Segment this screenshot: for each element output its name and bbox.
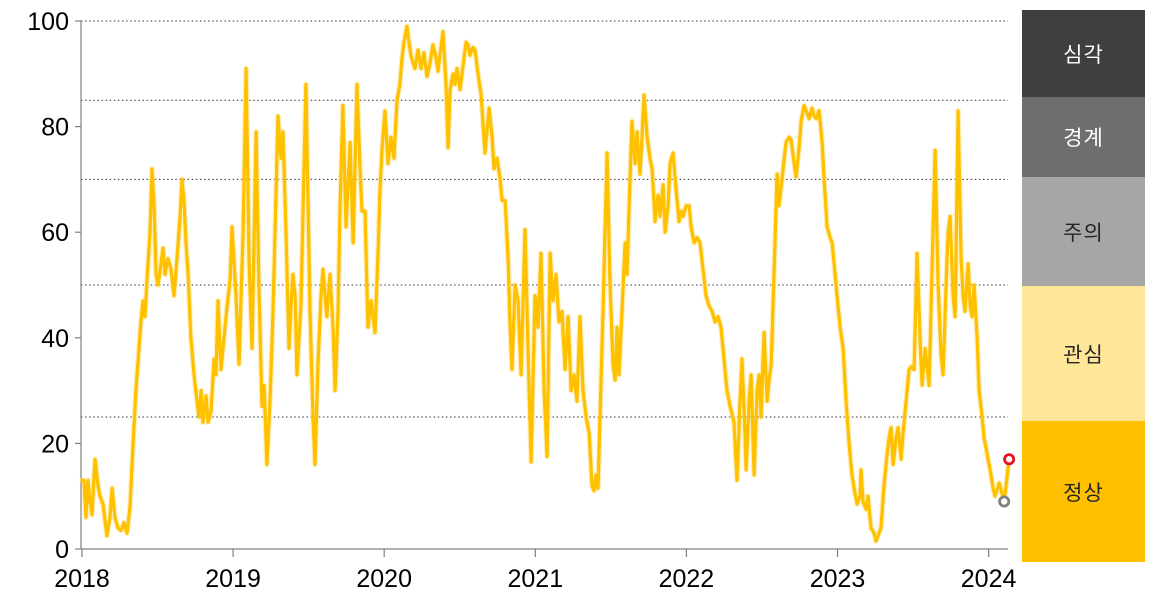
legend-band-label: 경계 (1063, 127, 1104, 150)
legend-band-gwansim: 관심 (1022, 286, 1145, 421)
index-line-halo (79, 23, 1012, 544)
previous-value-marker (998, 495, 1011, 508)
y-tick-label-20: 20 (41, 430, 69, 458)
y-tick-label-100: 100 (27, 8, 69, 36)
x-tick-label-2019: 2019 (205, 565, 261, 593)
latest-value-marker (1003, 453, 1016, 466)
x-tick-label-2024: 2024 (961, 565, 1017, 593)
y-tick-label-40: 40 (41, 325, 69, 353)
index-line (80, 24, 1011, 543)
x-tick-label-2023: 2023 (810, 565, 866, 593)
legend-band-label: 정상 (1063, 481, 1104, 505)
y-tick-label-80: 80 (41, 114, 69, 142)
y-tick-label-0: 0 (55, 536, 69, 564)
legend-band-label: 주의 (1063, 221, 1104, 245)
legend-band-gyeonggye: 경계 (1022, 97, 1145, 177)
x-tick-label-2022: 2022 (659, 565, 715, 593)
legend-band-label: 심각 (1063, 43, 1104, 67)
y-tick-label-60: 60 (41, 219, 69, 247)
x-tick-label-2021: 2021 (507, 565, 563, 593)
risk-level-legend: 심각 경계 주의 관심 정상 (1022, 10, 1145, 562)
legend-band-simgak: 심각 (1022, 10, 1145, 97)
legend-band-label: 관심 (1063, 343, 1104, 367)
x-tick-label-2018: 2018 (54, 565, 110, 593)
legend-band-jeongsang: 정상 (1022, 421, 1145, 562)
legend-band-juui: 주의 (1022, 177, 1145, 286)
x-tick-label-2020: 2020 (356, 565, 412, 593)
